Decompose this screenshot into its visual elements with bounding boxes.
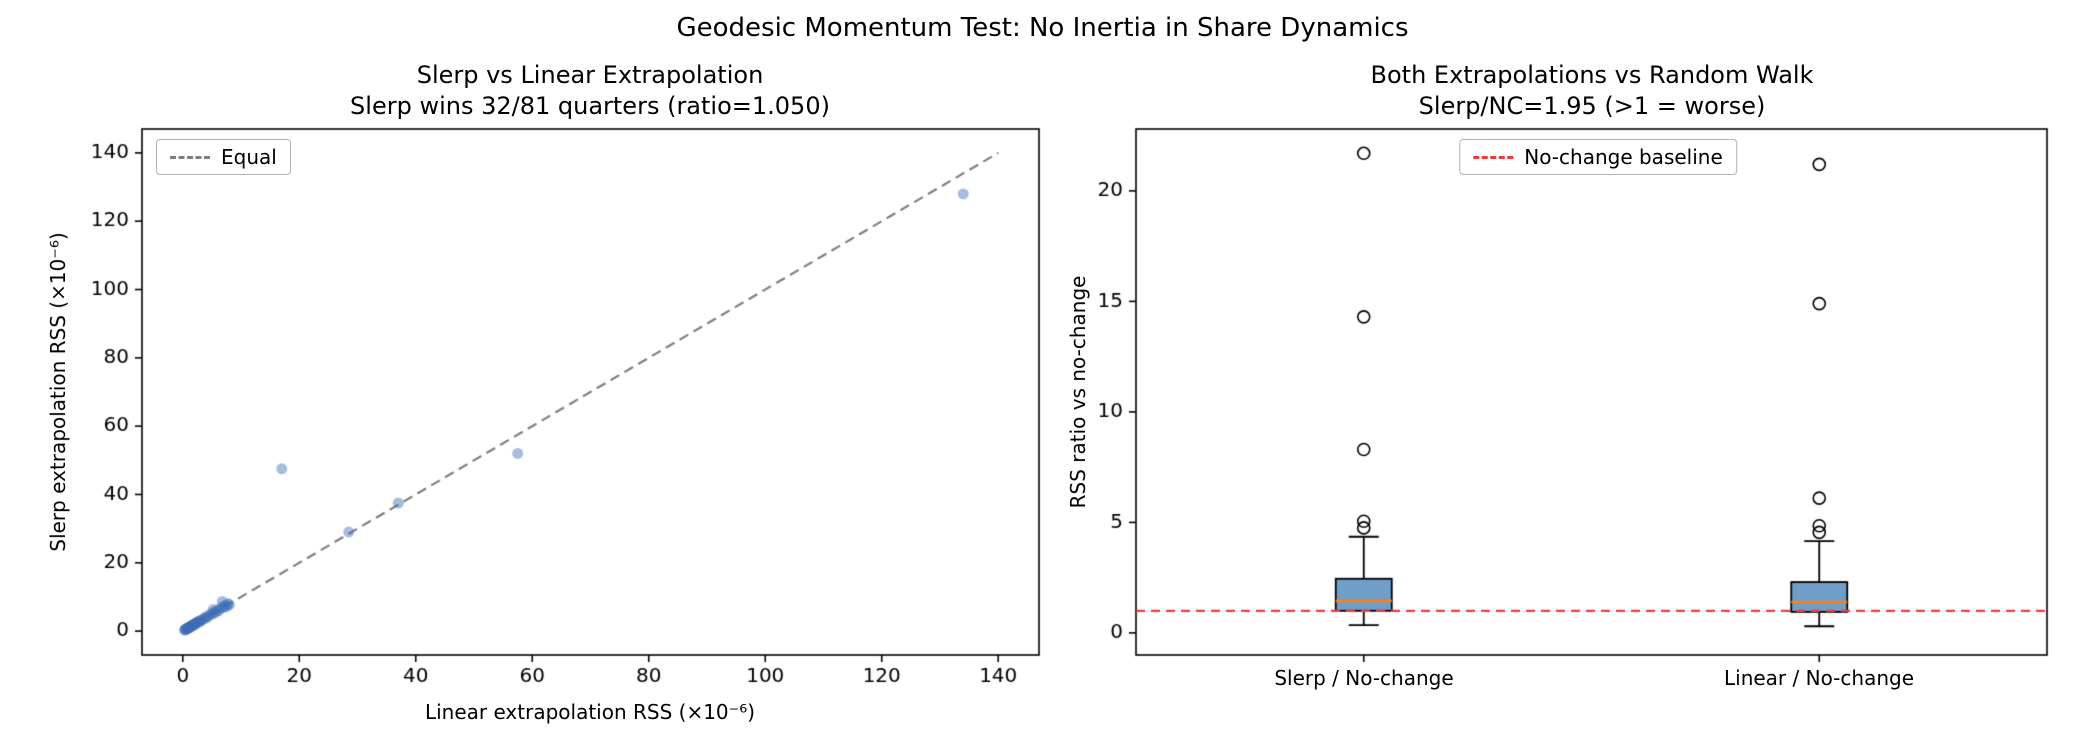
box-ylabel: RSS ratio vs no-change: [1066, 275, 1090, 509]
figure-suptitle: Geodesic Momentum Test: No Inertia in Sh…: [676, 13, 1409, 43]
scatter-legend-label: Equal: [221, 145, 277, 169]
scatter-title: Slerp vs Linear Extrapolation Slerp wins…: [350, 60, 830, 122]
scatter-title-line2: Slerp wins 32/81 quarters (ratio=1.050): [350, 92, 830, 120]
box-legend: No-change baseline: [1459, 139, 1737, 175]
scatter-ylabel: Slerp extrapolation RSS (×10⁻⁶): [46, 232, 70, 552]
scatter-legend: Equal: [156, 139, 291, 175]
box-category-slerp: Slerp / No-change: [1274, 666, 1454, 690]
box-legend-label: No-change baseline: [1524, 145, 1723, 169]
no-change-baseline-line-icon: [1473, 155, 1514, 159]
box-title-line2: Slerp/NC=1.95 (>1 = worse): [1418, 92, 1766, 120]
box-category-linear: Linear / No-change: [1724, 666, 1914, 690]
box-title: Both Extrapolations vs Random Walk Slerp…: [1371, 60, 1814, 122]
equal-dashed-line-icon: [170, 155, 210, 159]
box-title-line1: Both Extrapolations vs Random Walk: [1370, 61, 1814, 89]
scatter-xlabel: Linear extrapolation RSS (×10⁻⁶): [424, 700, 756, 724]
scatter-title-line1: Slerp vs Linear Extrapolation: [416, 61, 764, 89]
